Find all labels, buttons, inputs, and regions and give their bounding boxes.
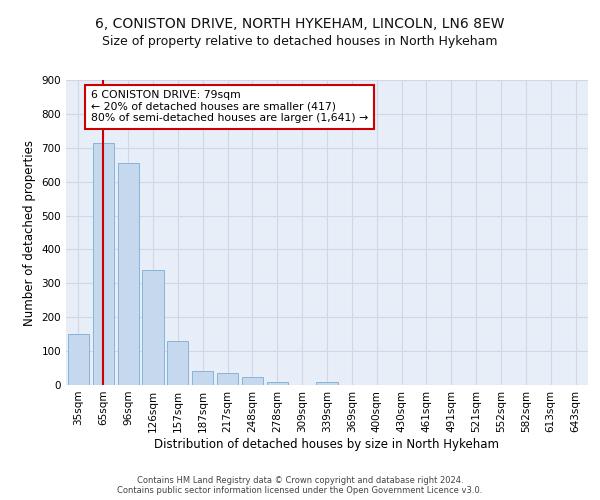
Bar bbox=[217, 373, 238, 385]
Bar bbox=[167, 341, 188, 385]
Bar bbox=[93, 142, 114, 385]
Bar bbox=[192, 371, 213, 385]
Bar bbox=[118, 163, 139, 385]
Bar bbox=[316, 382, 338, 385]
Text: 6 CONISTON DRIVE: 79sqm
← 20% of detached houses are smaller (417)
80% of semi-d: 6 CONISTON DRIVE: 79sqm ← 20% of detache… bbox=[91, 90, 368, 124]
Text: 6, CONISTON DRIVE, NORTH HYKEHAM, LINCOLN, LN6 8EW: 6, CONISTON DRIVE, NORTH HYKEHAM, LINCOL… bbox=[95, 18, 505, 32]
Bar bbox=[267, 382, 288, 385]
Bar bbox=[242, 376, 263, 385]
Bar bbox=[68, 334, 89, 385]
Text: Contains HM Land Registry data © Crown copyright and database right 2024.
Contai: Contains HM Land Registry data © Crown c… bbox=[118, 476, 482, 495]
Text: Size of property relative to detached houses in North Hykeham: Size of property relative to detached ho… bbox=[102, 35, 498, 48]
X-axis label: Distribution of detached houses by size in North Hykeham: Distribution of detached houses by size … bbox=[155, 438, 499, 450]
Bar bbox=[142, 270, 164, 385]
Y-axis label: Number of detached properties: Number of detached properties bbox=[23, 140, 36, 326]
